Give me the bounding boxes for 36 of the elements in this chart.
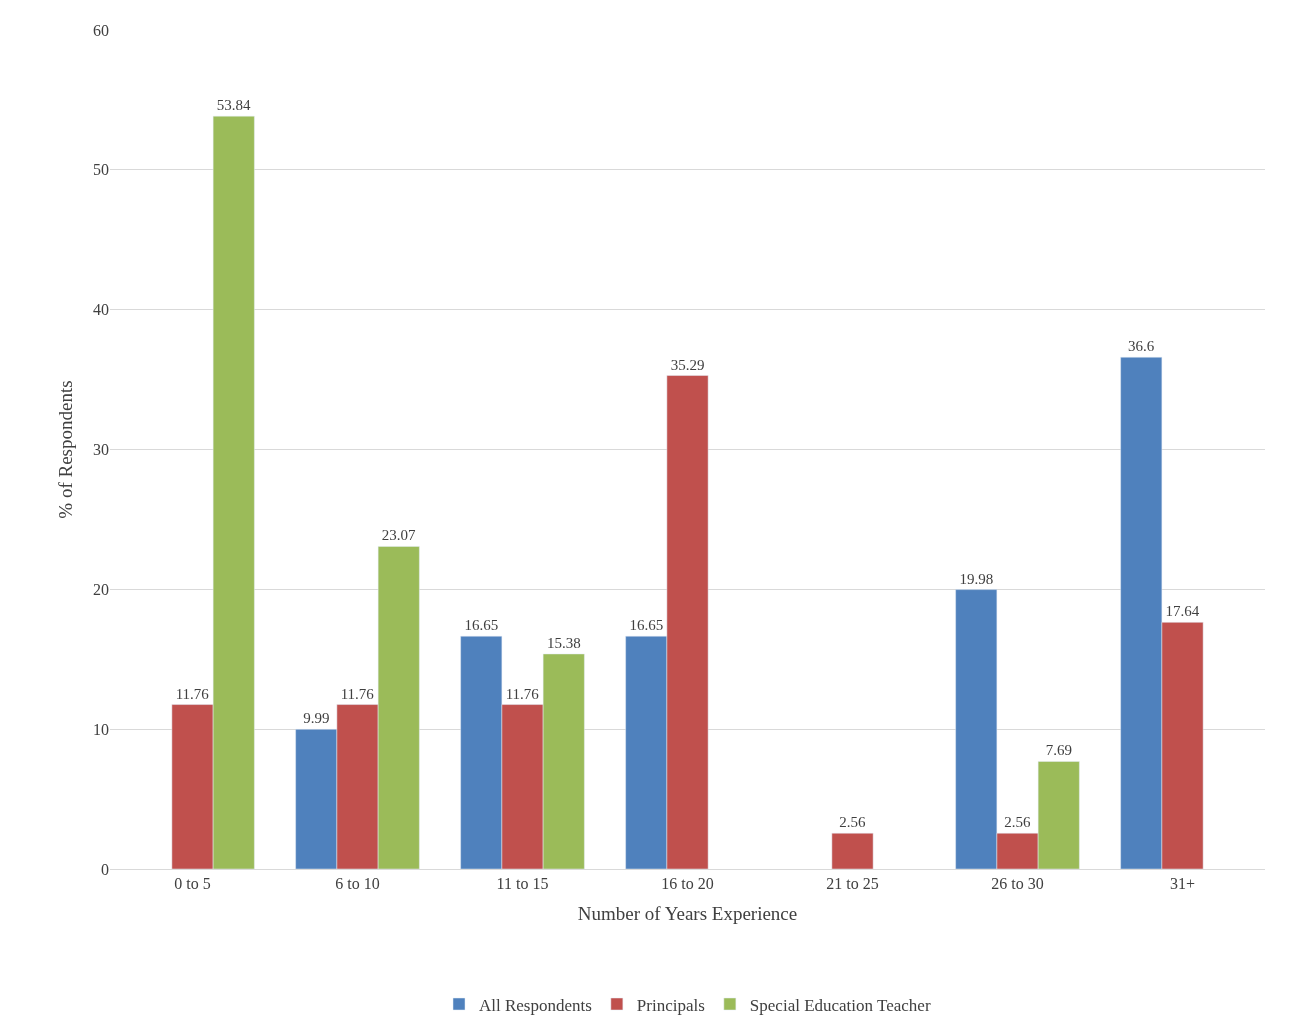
y-tick-label: 50 [93, 161, 109, 179]
y-tick-label: 10 [93, 720, 109, 738]
y-tick-label: 40 [93, 301, 109, 319]
data-label: 16.65 [464, 617, 499, 634]
y-tick-label: 60 [93, 21, 109, 39]
data-label: 2.56 [1004, 814, 1031, 831]
bar [831, 832, 874, 869]
data-label: 16.65 [629, 617, 664, 634]
data-label: 35.29 [670, 356, 705, 373]
x-axis-title: Number of Years Experience [577, 903, 798, 924]
x-tick-label: 31+ [1169, 875, 1196, 893]
data-label: 15.38 [546, 634, 581, 651]
x-tick-label: 11 to 15 [496, 875, 549, 893]
data-label: 7.69 [1045, 742, 1072, 759]
x-tick-label: 21 to 25 [826, 875, 879, 893]
data-label: 53.84 [216, 97, 251, 114]
y-tick-label: 30 [93, 441, 109, 459]
x-tick-label: 0 to 5 [174, 875, 211, 893]
data-label: 19.98 [959, 570, 994, 587]
data-label: 11.76 [340, 685, 375, 702]
data-label: 23.07 [381, 527, 416, 544]
data-label: 17.64 [1165, 603, 1200, 620]
y-tick-label: 20 [93, 580, 109, 598]
x-tick-label: 6 to 10 [335, 875, 380, 893]
legend-label: Principals [636, 995, 705, 1015]
data-label: 2.56 [839, 814, 866, 831]
y-tick-label: 0 [101, 860, 109, 878]
legend-label: All Respondents [479, 995, 592, 1015]
y-axis-title: % of Respondents [54, 380, 76, 519]
x-tick-label: 16 to 20 [661, 875, 714, 893]
x-tick-label: 26 to 30 [991, 875, 1044, 893]
data-label: 11.76 [175, 685, 210, 702]
data-label: 9.99 [303, 710, 330, 727]
data-label: 11.76 [505, 685, 540, 702]
data-label: 36.6 [1127, 338, 1155, 355]
legend-label: Special Education Teacher [749, 995, 931, 1015]
